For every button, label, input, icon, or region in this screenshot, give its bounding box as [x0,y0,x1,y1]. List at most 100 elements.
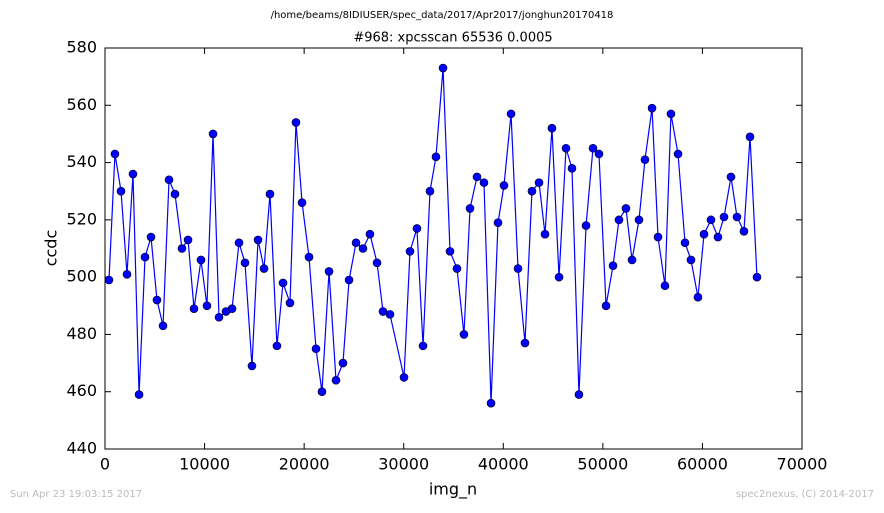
data-point [344,275,354,285]
y-tick-label: 560 [66,95,97,114]
data-point [372,258,382,268]
y-tick-label: 460 [66,381,97,400]
data-point [713,232,723,242]
data-point [452,264,462,273]
data-point [140,252,150,262]
data-point [601,301,611,311]
data-point [653,232,663,242]
data-point [719,212,729,222]
data-point [189,304,199,313]
data-point [253,235,263,245]
data-point [351,238,361,248]
data-point [486,398,496,408]
data-point [699,229,709,239]
data-point [506,109,516,119]
data-point [331,375,341,385]
x-tick-label: 30000 [378,455,429,474]
data-point [183,235,193,245]
data-point [513,264,523,273]
data-point [116,186,126,196]
data-point [146,232,156,242]
data-point [214,312,224,322]
data-point [752,272,762,282]
data-point [234,238,244,248]
data-point [338,358,348,368]
data-point [554,272,564,282]
credit: spec2nexus, (C) 2014-2017 [736,489,874,500]
data-point [399,373,409,382]
data-point [647,103,657,113]
data-point [259,264,269,273]
data-point [520,338,530,348]
data-point [608,261,618,270]
data-point [621,204,631,213]
y-axis-label: ccdc [42,230,61,267]
data-point [540,229,550,239]
data-point [358,244,368,253]
data-point [128,169,138,179]
data-point [472,172,482,182]
data-point [158,321,168,331]
data-point [614,215,624,225]
data-point [412,224,422,233]
data-point [706,215,716,225]
data-point [438,63,448,73]
data-point [588,143,598,153]
data-point [567,164,577,173]
data-point [265,189,275,199]
data-point [405,247,415,256]
x-tick-label: 70000 [777,455,828,474]
timestamp: Sun Apr 23 19:03:15 2017 [10,489,142,500]
data-point [680,238,690,248]
data-point [693,292,703,302]
data-point [196,255,206,265]
data-point [561,143,571,153]
y-tick-label: 580 [66,38,97,57]
data-point [627,255,637,265]
data-point [122,269,132,279]
data-point [317,387,327,397]
data-point [208,129,218,139]
data-point [134,390,144,399]
data-point [110,149,120,159]
data-point [479,178,489,187]
data-point [170,189,180,199]
data-point [527,186,537,196]
data-point [673,149,683,159]
data-point [499,181,509,190]
data-point [202,301,212,311]
data-point [247,361,257,371]
data-point [285,298,295,308]
data-point [581,221,591,230]
data-point [459,330,469,339]
y-tick-label: 540 [66,152,97,171]
data-point [227,304,237,313]
data-point [431,152,441,162]
data-point [732,212,742,222]
data-point [164,175,174,185]
data-point [594,149,604,159]
x-tick-label: 50000 [577,455,628,474]
x-tick-label: 10000 [179,455,230,474]
x-tick-label: 0 [100,455,110,474]
y-tick-label: 500 [66,267,97,286]
x-tick-label: 60000 [677,455,728,474]
data-point [425,186,435,196]
data-point [493,218,503,228]
data-point [385,310,395,319]
data-point [547,123,557,133]
data-point [745,132,755,142]
data-point [291,118,301,127]
data-point [304,252,314,262]
data-point [534,178,544,187]
data-point [465,204,475,213]
data-point [365,229,375,239]
data-point [177,244,187,253]
data-point [418,341,428,351]
data-point [660,281,670,291]
data-point [311,344,321,354]
data-point [104,275,114,285]
y-tick-label: 520 [66,209,97,228]
chart-title: #968: xpcsscan 65536 0.0005 [353,31,552,46]
